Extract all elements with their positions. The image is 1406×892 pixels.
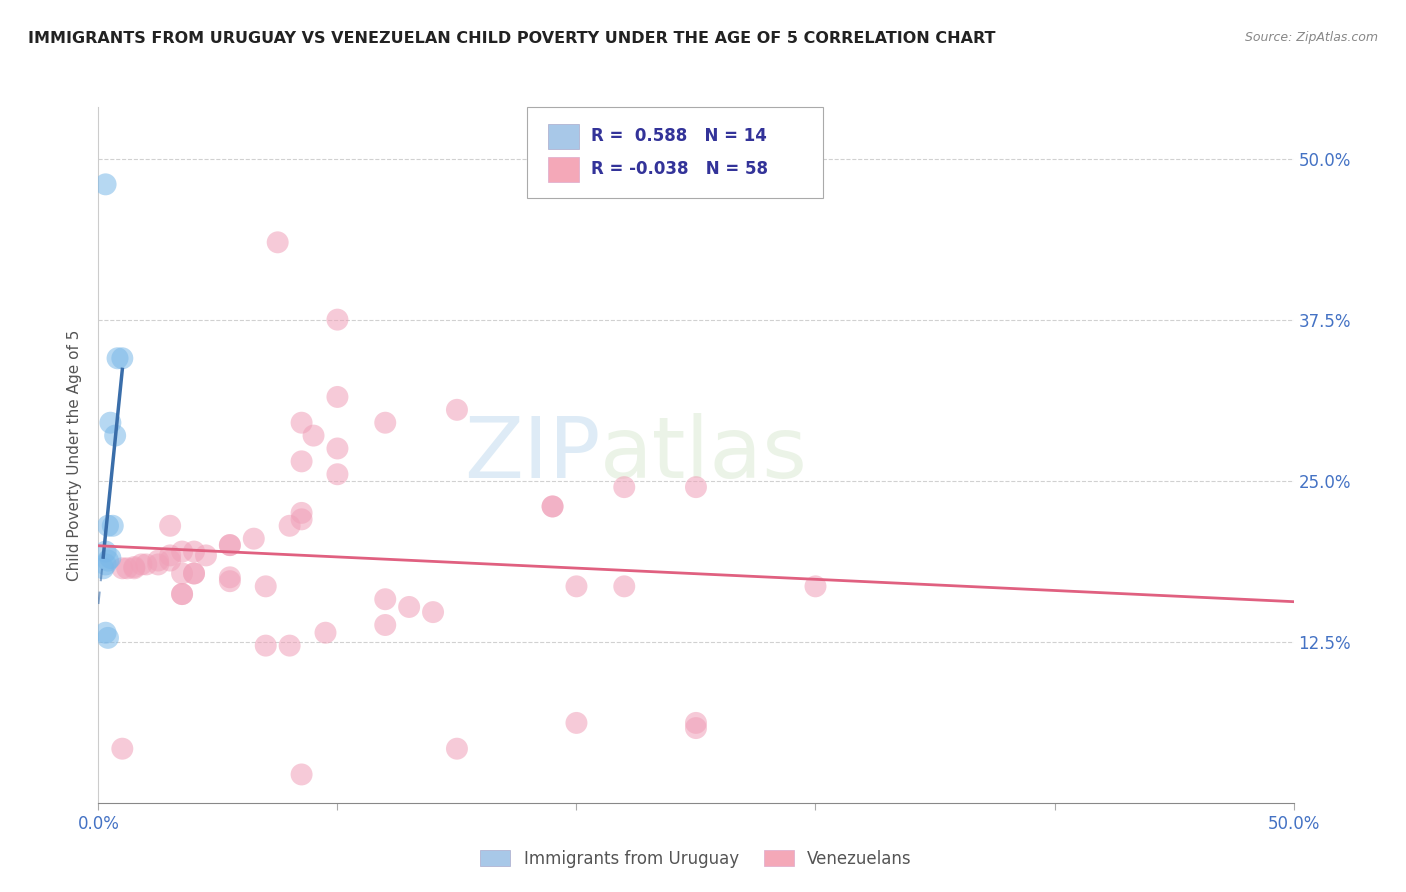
Point: [111, 561, 134, 575]
Text: R =  0.588   N = 14: R = 0.588 N = 14: [591, 128, 766, 145]
Text: IMMIGRANTS FROM URUGUAY VS VENEZUELAN CHILD POVERTY UNDER THE AGE OF 5 CORRELATI: IMMIGRANTS FROM URUGUAY VS VENEZUELAN CH…: [28, 31, 995, 46]
Point: [124, 561, 146, 575]
Point: [565, 715, 588, 730]
Point: [278, 639, 301, 653]
Text: Source: ZipAtlas.com: Source: ZipAtlas.com: [1244, 31, 1378, 45]
Point: [685, 721, 707, 735]
Point: [302, 428, 325, 442]
Text: ZIP: ZIP: [464, 413, 600, 497]
Point: [195, 549, 218, 563]
Point: [183, 566, 205, 581]
Point: [159, 549, 181, 563]
Legend: Immigrants from Uruguay, Venezuelans: Immigrants from Uruguay, Venezuelans: [474, 843, 918, 874]
Point: [326, 467, 349, 482]
Point: [148, 553, 170, 567]
Point: [94, 558, 117, 572]
Point: [374, 618, 396, 632]
Point: [159, 518, 181, 533]
Point: [98, 416, 122, 430]
Point: [91, 561, 114, 575]
Point: [94, 178, 117, 192]
Point: [374, 592, 396, 607]
Point: [685, 480, 707, 494]
Point: [804, 579, 827, 593]
Point: [111, 351, 134, 366]
Point: [135, 558, 157, 572]
Point: [254, 639, 277, 653]
Point: [267, 235, 290, 250]
Point: [219, 570, 242, 584]
Point: [97, 518, 120, 533]
Point: [565, 579, 588, 593]
Point: [243, 532, 266, 546]
Point: [148, 558, 170, 572]
Point: [446, 741, 468, 756]
Point: [541, 500, 564, 514]
Point: [446, 402, 468, 417]
Point: [613, 579, 636, 593]
Point: [278, 518, 301, 533]
Point: [98, 551, 122, 566]
Point: [124, 560, 146, 574]
Point: [94, 625, 117, 640]
Point: [685, 715, 707, 730]
Point: [254, 579, 277, 593]
Point: [291, 512, 314, 526]
Point: [104, 428, 127, 442]
Point: [219, 574, 242, 589]
Point: [107, 351, 129, 366]
Point: [183, 544, 205, 558]
Point: [326, 312, 349, 326]
Point: [219, 538, 242, 552]
Point: [326, 390, 349, 404]
Point: [101, 518, 124, 533]
Point: [115, 561, 138, 575]
Point: [172, 587, 194, 601]
Point: [219, 538, 242, 552]
Point: [422, 605, 444, 619]
Point: [374, 416, 396, 430]
Point: [97, 631, 120, 645]
Point: [291, 767, 314, 781]
Text: R = -0.038   N = 58: R = -0.038 N = 58: [591, 161, 768, 178]
Point: [131, 558, 153, 572]
Y-axis label: Child Poverty Under the Age of 5: Child Poverty Under the Age of 5: [67, 329, 83, 581]
Point: [291, 506, 314, 520]
Point: [111, 741, 134, 756]
Point: [541, 500, 564, 514]
Text: atlas: atlas: [600, 413, 808, 497]
Point: [172, 587, 194, 601]
Point: [613, 480, 636, 494]
Point: [326, 442, 349, 456]
Point: [291, 416, 314, 430]
Point: [97, 553, 120, 567]
Point: [159, 553, 181, 567]
Point: [183, 566, 205, 581]
Point: [291, 454, 314, 468]
Point: [172, 566, 194, 581]
Point: [398, 599, 420, 614]
Point: [172, 544, 194, 558]
Point: [315, 625, 337, 640]
Point: [94, 544, 117, 558]
